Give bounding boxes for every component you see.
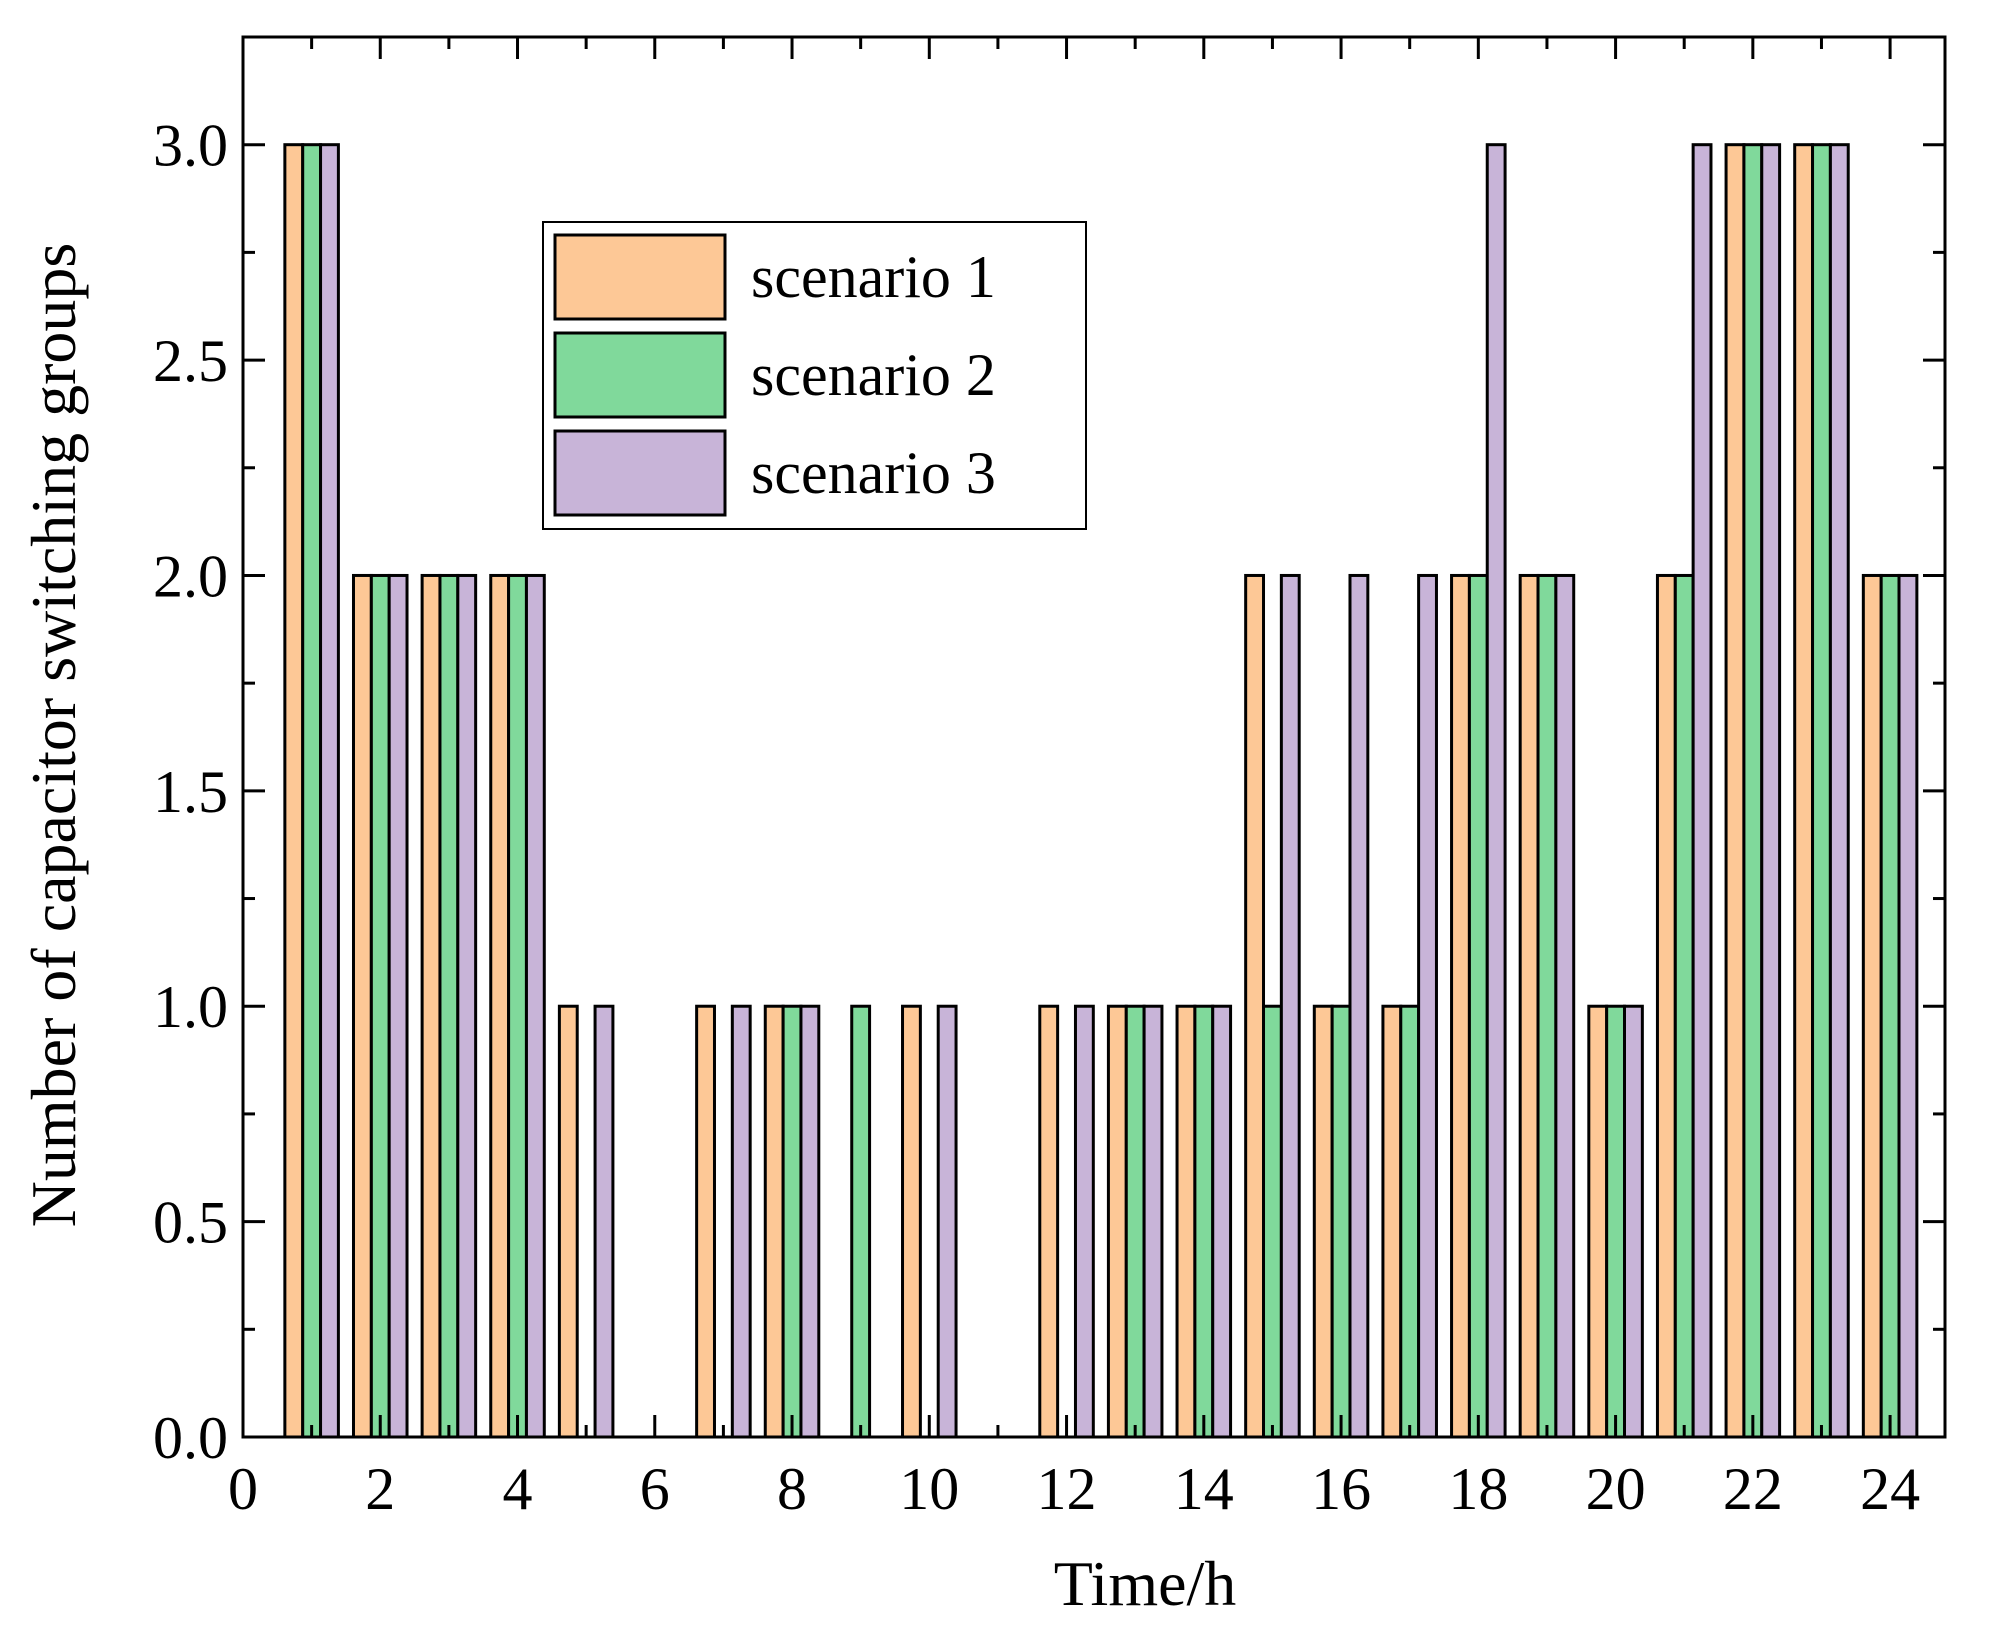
bar-2-h14 — [1193, 1004, 1215, 1439]
bar-3-h15 — [1279, 573, 1301, 1439]
x-tick-label-4: 4 — [503, 1456, 533, 1522]
x-tick-label-8: 8 — [777, 1456, 807, 1522]
y-tick-label-1.0: 1.0 — [153, 974, 228, 1040]
bar-3-h5 — [593, 1004, 615, 1439]
bar-2-h18 — [1467, 573, 1489, 1439]
bar-3-h2 — [387, 573, 409, 1439]
bar-3-h7 — [730, 1004, 752, 1439]
bar-2-h9 — [850, 1004, 872, 1439]
legend-label-2: scenario 2 — [751, 342, 996, 408]
bar-1-h5 — [557, 1004, 579, 1439]
bar-1-h16 — [1312, 1004, 1334, 1439]
x-tick-label-6: 6 — [640, 1456, 670, 1522]
bar-2-h8 — [781, 1004, 803, 1439]
bar-1-h3 — [420, 573, 442, 1439]
bar-2-h17 — [1399, 1004, 1421, 1439]
axes-layer: 0 2 4 6 8 10 12 14 16 18 20 22 240.00.51.01.52.02.53… — [153, 35, 1947, 1522]
bar-2-h20 — [1605, 1004, 1627, 1439]
bar-1-h23 — [1793, 143, 1815, 1439]
bar-2-h13 — [1124, 1004, 1146, 1439]
bar-1-h20 — [1587, 1004, 1609, 1439]
bar-1-h1 — [283, 143, 305, 1439]
bar-1-h7 — [695, 1004, 716, 1439]
bar-2-h2 — [369, 573, 391, 1439]
bar-3-h18 — [1485, 143, 1507, 1439]
plot-frame — [241, 35, 1947, 1439]
bar-3-h8 — [799, 1004, 821, 1439]
bar-3-h10 — [936, 1004, 958, 1439]
bar-3-h1 — [319, 143, 340, 1439]
x-tick-label-24: 24 — [1860, 1456, 1920, 1522]
y-axis-title: Number of capacitor switching groups — [18, 243, 89, 1228]
y-tick-label-2.0: 2.0 — [153, 543, 228, 609]
bar-3-h13 — [1142, 1004, 1164, 1439]
legend-swatch-2 — [553, 331, 727, 419]
bar-1-h12 — [1038, 1004, 1060, 1439]
x-tick-label-10: 10 — [899, 1456, 959, 1522]
bar-2-h16 — [1330, 1004, 1352, 1439]
legend-label-1: scenario 1 — [751, 244, 996, 310]
bar-3-h20 — [1623, 1004, 1644, 1439]
bar-2-h21 — [1673, 573, 1695, 1439]
bar-3-h4 — [524, 573, 546, 1439]
x-axis-title: Time/h — [1054, 1548, 1237, 1619]
x-tick-label-12: 12 — [1037, 1456, 1097, 1522]
bars-layer — [283, 143, 1919, 1439]
legend-swatch-1 — [553, 233, 727, 321]
x-tick-label-14: 14 — [1174, 1456, 1234, 1522]
bar-2-h1 — [301, 143, 323, 1439]
bar-1-h21 — [1655, 573, 1677, 1439]
bar-1-h18 — [1450, 573, 1471, 1439]
bar-2-h23 — [1811, 143, 1832, 1439]
legend-swatch-3 — [553, 429, 727, 517]
bar-3-h22 — [1760, 143, 1782, 1439]
bar-2-h4 — [507, 573, 528, 1439]
bar-1-h24 — [1861, 573, 1883, 1439]
bar-1-h4 — [489, 573, 511, 1439]
bar-3-h14 — [1211, 1004, 1233, 1439]
legend-label-3: scenario 3 — [751, 440, 996, 506]
x-tick-label-20: 20 — [1586, 1456, 1646, 1522]
bar-1-h14 — [1175, 1004, 1197, 1439]
y-tick-label-1.5: 1.5 — [153, 759, 228, 825]
y-tick-label-2.5: 2.5 — [153, 328, 228, 394]
bar-3-h24 — [1897, 573, 1919, 1439]
y-tick-label-0.5: 0.5 — [153, 1190, 228, 1256]
x-tick-label-2: 2 — [365, 1456, 395, 1522]
x-tick-label-0: 0 — [228, 1456, 258, 1522]
bar-2-h3 — [438, 573, 460, 1439]
bar-1-h15 — [1244, 573, 1266, 1439]
bar-3-h3 — [456, 573, 478, 1439]
bar-2-h24 — [1879, 573, 1901, 1439]
bar-2-h22 — [1742, 143, 1764, 1439]
bar-3-h21 — [1691, 143, 1713, 1439]
bar-3-h16 — [1348, 573, 1370, 1439]
bar-1-h8 — [763, 1004, 785, 1439]
bar-2-h19 — [1536, 573, 1558, 1439]
bar-1-h13 — [1106, 1004, 1128, 1439]
bar-1-h19 — [1518, 573, 1540, 1439]
bar-3-h12 — [1073, 1004, 1095, 1439]
bar-1-h22 — [1724, 143, 1746, 1439]
bar-3-h17 — [1417, 573, 1438, 1439]
bar-1-h2 — [351, 573, 373, 1439]
bar-3-h23 — [1828, 143, 1850, 1439]
y-tick-label-3.0: 3.0 — [153, 113, 228, 179]
legend: scenario 1 scenario 2 scenario 3 — [542, 221, 1087, 530]
bar-1-h10 — [901, 1004, 922, 1439]
y-tick-label-0.0: 0.0 — [153, 1405, 228, 1471]
bar-3-h19 — [1554, 573, 1576, 1439]
x-tick-label-16: 16 — [1311, 1456, 1371, 1522]
bar-1-h17 — [1381, 1004, 1403, 1439]
bar-2-h15 — [1262, 1004, 1283, 1439]
x-tick-label-22: 22 — [1723, 1456, 1783, 1522]
x-tick-label-18: 18 — [1448, 1456, 1508, 1522]
